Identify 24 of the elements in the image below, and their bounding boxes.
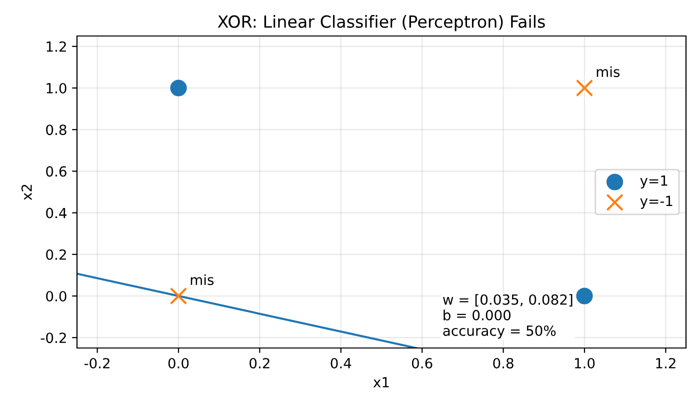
x-tick-label: 0.2 — [250, 358, 270, 368]
x-tick-label: 0.6 — [412, 358, 432, 368]
annotation: mis — [190, 274, 214, 286]
y-tick-label: 0.8 — [46, 124, 66, 136]
x-tick-label: -0.2 — [84, 358, 110, 368]
x-axis-title: x1 — [373, 377, 389, 388]
annotation: mis — [596, 66, 620, 78]
x-tick-label: 0.4 — [330, 358, 352, 368]
x-tick-label: 1.2 — [656, 358, 676, 368]
y-tick-label: 0.4 — [46, 208, 66, 218]
y-axis-title: x2 — [21, 184, 32, 200]
y-tick-label: -0.2 — [40, 332, 66, 344]
legend-label: y=-1 — [640, 196, 672, 209]
y-tick-label: 0.2 — [46, 249, 66, 260]
annotation: w = [0.035, 0.082] b = 0.000 accuracy = 50% — [442, 294, 572, 339]
y-tick-label: 0.6 — [46, 166, 66, 177]
x-tick-label: 0.8 — [493, 358, 514, 368]
chart-title: XOR: Linear Classifier (Perceptron) Fails — [218, 15, 545, 32]
y-tick-label: 1.2 — [46, 41, 66, 52]
y-tick-label: 1.0 — [46, 82, 66, 94]
legend-label: y=1 — [640, 176, 668, 189]
x-tick-label: 0.0 — [168, 358, 189, 368]
x-tick-label: 1.0 — [574, 358, 595, 368]
y-tick-label: 0.0 — [46, 290, 66, 302]
